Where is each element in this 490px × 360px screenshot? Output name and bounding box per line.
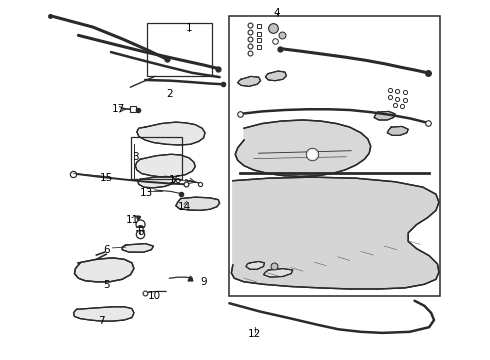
Polygon shape bbox=[231, 177, 439, 289]
Text: 8: 8 bbox=[137, 227, 144, 237]
Polygon shape bbox=[374, 111, 395, 120]
Polygon shape bbox=[266, 71, 287, 81]
Text: 17: 17 bbox=[112, 104, 125, 114]
Polygon shape bbox=[135, 154, 196, 177]
Text: 1: 1 bbox=[186, 23, 192, 33]
Text: 14: 14 bbox=[177, 202, 191, 212]
Polygon shape bbox=[176, 197, 220, 210]
Text: 11: 11 bbox=[125, 215, 139, 225]
Text: 4: 4 bbox=[273, 8, 280, 18]
Polygon shape bbox=[122, 244, 153, 252]
Text: 6: 6 bbox=[103, 245, 109, 255]
Polygon shape bbox=[74, 258, 134, 282]
Text: 9: 9 bbox=[200, 277, 207, 287]
Polygon shape bbox=[264, 269, 293, 277]
Polygon shape bbox=[235, 120, 371, 176]
Text: 7: 7 bbox=[98, 316, 104, 326]
Polygon shape bbox=[238, 76, 261, 86]
Text: 10: 10 bbox=[148, 291, 161, 301]
Polygon shape bbox=[74, 307, 134, 321]
Polygon shape bbox=[137, 122, 205, 145]
Text: 13: 13 bbox=[140, 188, 153, 198]
Bar bbox=[229, 16, 440, 296]
Text: 2: 2 bbox=[166, 89, 173, 99]
Bar bbox=[147, 23, 212, 76]
Text: 5: 5 bbox=[103, 280, 109, 291]
Polygon shape bbox=[138, 176, 176, 188]
Text: 15: 15 bbox=[99, 173, 113, 183]
Text: 12: 12 bbox=[248, 329, 261, 339]
Text: 16: 16 bbox=[169, 175, 182, 185]
Bar bbox=[130, 137, 182, 179]
Polygon shape bbox=[387, 126, 408, 135]
Polygon shape bbox=[246, 261, 265, 269]
Text: 3: 3 bbox=[132, 152, 139, 162]
